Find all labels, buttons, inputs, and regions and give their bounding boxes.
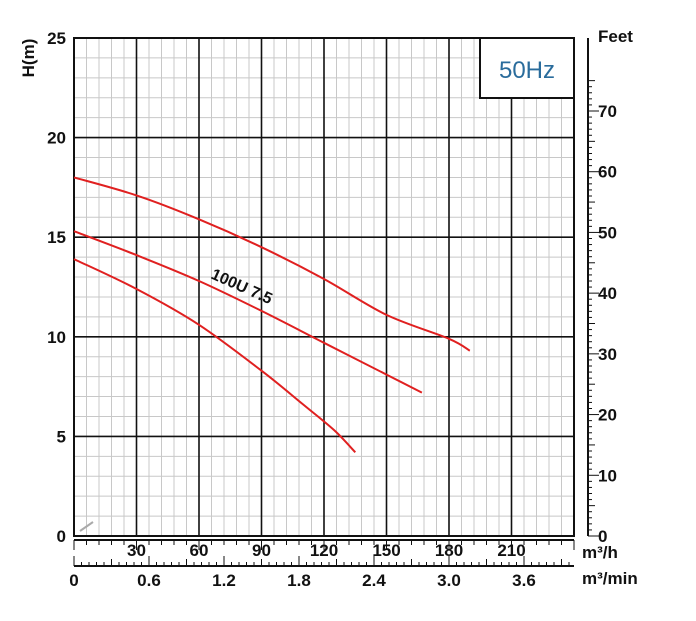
x-secondary-tick-label: 0 bbox=[69, 571, 78, 590]
x-unit-primary: m³/h bbox=[582, 543, 618, 562]
x-secondary-tick-label: 0.6 bbox=[137, 571, 161, 590]
x-primary-tick-label: 120 bbox=[310, 541, 338, 560]
major-grid bbox=[74, 38, 574, 536]
y-tick-label: 0 bbox=[57, 527, 66, 546]
feet-tick-label: 70 bbox=[598, 102, 617, 121]
axis-labels: 0 5 10 15 20 25 0 10 20 30 40 50 60 70 30 60 90 120 150 180… bbox=[47, 29, 617, 590]
x-secondary-tick-label: 3.6 bbox=[512, 571, 536, 590]
x-secondary-tick-label: 1.2 bbox=[212, 571, 236, 590]
x-primary-tick-label: 210 bbox=[497, 541, 525, 560]
y-tick-label: 5 bbox=[57, 427, 66, 446]
x-primary-tick-label: 180 bbox=[435, 541, 463, 560]
pump-curve-1 bbox=[73, 176, 471, 352]
feet-tick-label: 10 bbox=[598, 466, 617, 485]
x-secondary-tick-label: 1.8 bbox=[287, 571, 311, 590]
x-secondary-tick-label: 2.4 bbox=[362, 571, 386, 590]
pump-curves bbox=[73, 176, 471, 453]
x-primary-tick-label: 150 bbox=[372, 541, 400, 560]
y-tick-label: 25 bbox=[47, 29, 66, 48]
feet-tick-label: 30 bbox=[598, 345, 617, 364]
frequency-box: 50Hz bbox=[479, 37, 575, 99]
feet-tick-label: 20 bbox=[598, 406, 617, 425]
feet-tick-label: 50 bbox=[598, 223, 617, 242]
right-axis-label: Feet bbox=[598, 27, 633, 46]
axis-corner-mark bbox=[79, 521, 94, 532]
pump-curve-3 bbox=[73, 258, 357, 453]
feet-tick-label: 0 bbox=[598, 527, 607, 546]
y-tick-label: 20 bbox=[47, 129, 66, 148]
y-tick-label: 10 bbox=[47, 328, 66, 347]
y-axis-label: H(m) bbox=[19, 39, 38, 78]
feet-tick-label: 60 bbox=[598, 163, 617, 182]
axis-ticks bbox=[73, 38, 599, 567]
x-primary-tick-label: 90 bbox=[252, 541, 271, 560]
minor-grid bbox=[74, 38, 574, 536]
x-primary-tick-label: 60 bbox=[190, 541, 209, 560]
y-tick-label: 15 bbox=[47, 228, 66, 247]
x-secondary-tick-label: 3.0 bbox=[437, 571, 461, 590]
x-primary-tick-label: 30 bbox=[127, 541, 146, 560]
frequency-label: 50Hz bbox=[499, 57, 555, 84]
plot-frame bbox=[73, 37, 575, 537]
pump-curve-2 bbox=[73, 230, 423, 394]
x-unit-secondary: m³/min bbox=[582, 569, 638, 588]
feet-tick-label: 40 bbox=[598, 284, 617, 303]
